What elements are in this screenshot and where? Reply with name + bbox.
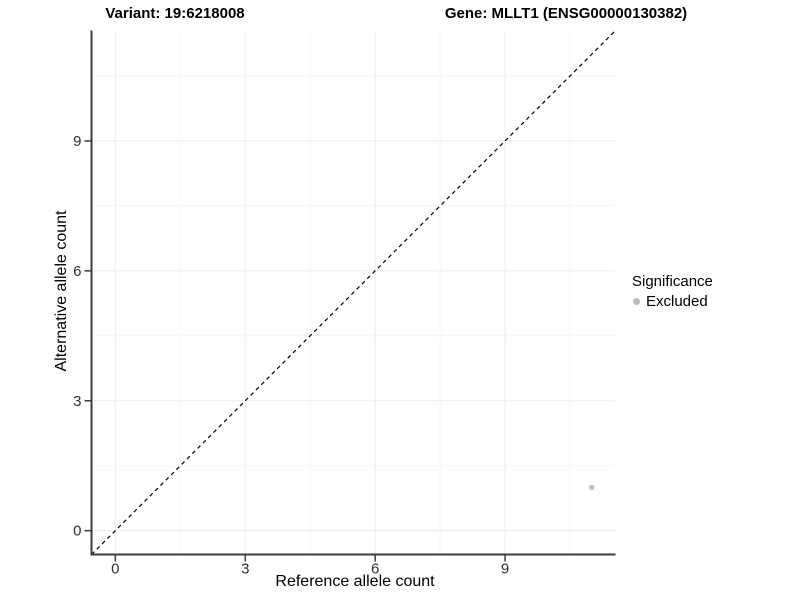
x-axis-label: Reference allele count [275,573,435,590]
gene-title: Gene: MLLT1 (ENSG00000130382) [444,5,688,22]
y-tick-label: 0 [73,523,81,540]
legend-title: Significance [632,273,713,290]
y-tick-label: 9 [73,133,81,150]
y-tick-label: 3 [73,393,81,410]
y-tick-label: 6 [73,263,81,280]
legend-item-label: Excluded [646,293,708,310]
identity-line [91,30,616,555]
excluded-point-icon [633,298,640,305]
x-tick-label: 9 [501,561,509,578]
x-tick-label: 6 [371,561,379,578]
x-tick-label: 0 [111,561,119,578]
legend: Significance Excluded [629,273,713,310]
legend-item-excluded: Excluded [629,293,713,310]
data-point [589,484,595,490]
y-axis-label: Alternative allele count [53,210,70,372]
x-tick-label: 3 [241,561,249,578]
variant-title: Variant: 19:6218008 [105,5,245,22]
